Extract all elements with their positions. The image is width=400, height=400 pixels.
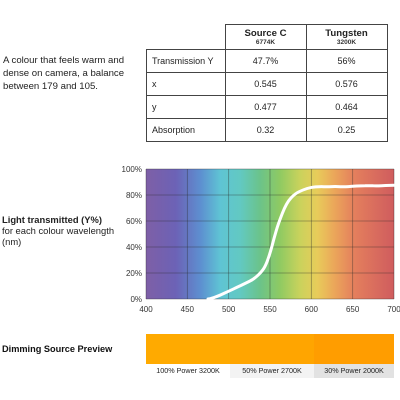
transmission-chart: 400 450 500 550 600 650 700 0% 20% 40% 60% 80% 100% (122, 165, 400, 314)
x-tick-label: 450 (181, 305, 195, 314)
chart-title-bold: Light transmitted (Y%) (2, 214, 102, 225)
y-tick-label: 40% (126, 243, 142, 252)
x-tick-label: 650 (346, 305, 360, 314)
dimming-title: Dimming Source Preview (2, 344, 113, 354)
dimming-label: 100% Power 3200K (146, 364, 230, 378)
dimming-label: 50% Power 2700K (230, 364, 314, 378)
y-tick-label: 20% (126, 269, 142, 278)
column-temperature: 3200K (336, 38, 357, 46)
cell-value: 0.25 (305, 118, 388, 142)
dimming-swatch-50 (230, 334, 314, 364)
column-name: Tungsten (325, 27, 368, 39)
dimming-swatch-100 (146, 334, 230, 364)
y-tick-label: 0% (130, 295, 142, 304)
x-tick-label: 500 (222, 305, 236, 314)
x-tick-label: 550 (263, 305, 277, 314)
chart-title-sub: for each colour wavelength (nm) (2, 225, 115, 247)
table-row: Absorption 0.32 0.25 (146, 118, 388, 142)
dimming-labels: 100% Power 3200K 50% Power 2700K 30% Pow… (146, 364, 394, 378)
table-row: y 0.477 0.464 (146, 95, 388, 119)
y-tick-label: 60% (126, 217, 142, 226)
filter-description: A colour that feels warm and dense on ca… (3, 55, 125, 92)
column-temperature: 6774K (255, 38, 276, 46)
cell-value: 0.576 (305, 72, 388, 96)
column-name: Source C (244, 27, 287, 39)
y-tick-label: 100% (122, 165, 142, 174)
filter-data-table: Source C 6774K Tungsten 3200K Transmissi… (146, 24, 388, 142)
spectrum-background (146, 169, 394, 299)
row-label: x (146, 72, 226, 96)
y-tick-label: 80% (126, 191, 142, 200)
row-label: Transmission Y (146, 49, 226, 73)
table-row: Transmission Y 47.7% 56% (146, 49, 388, 73)
chart-title: Light transmitted (Y%) for each colour w… (2, 214, 122, 247)
dimming-swatches (146, 334, 394, 364)
row-label: Absorption (146, 118, 226, 142)
x-tick-label: 400 (139, 305, 153, 314)
x-tick-label: 600 (305, 305, 319, 314)
column-header: Tungsten 3200K (305, 24, 388, 50)
x-tick-label: 700 (387, 305, 400, 314)
cell-value: 0.32 (224, 118, 307, 142)
cell-value: 0.477 (224, 95, 307, 119)
transmission-line (206, 183, 396, 301)
dimming-label: 30% Power 2000K (314, 364, 394, 378)
column-header: Source C 6774K (224, 24, 307, 50)
table-header-row: Source C 6774K Tungsten 3200K (147, 24, 388, 50)
dimming-swatch-30 (314, 334, 394, 364)
